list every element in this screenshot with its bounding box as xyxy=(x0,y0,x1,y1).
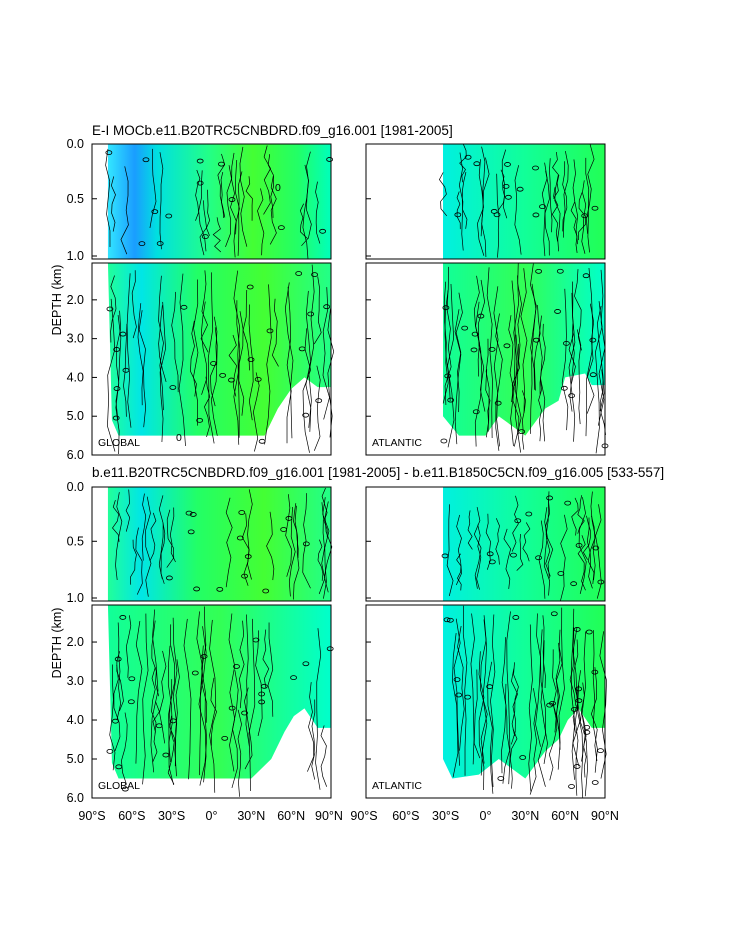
figure-2-atlantic-region-label: ATLANTIC xyxy=(372,780,422,792)
figure-2-atlantic-upper-panel xyxy=(365,486,606,602)
figure-1-global-region-label: GLOBAL xyxy=(98,437,140,449)
x-tick-label-atlantic: 90°N xyxy=(591,809,619,823)
figure-1-y-tick-label-upper: 1.0 xyxy=(67,249,84,263)
figure-2-y-tick-label-lower: 6.0 xyxy=(67,791,84,805)
x-tick-label-global: 30°S xyxy=(158,809,185,823)
figure-1-global-upper-contour-lines xyxy=(105,145,321,259)
figure-2-atlantic-lower-panel xyxy=(365,604,607,799)
figure-2-atlantic-lower-frame xyxy=(365,604,606,799)
axis-ticks: 0.0 0.5 1.0 2.0 3.0 4.0 5.0 6.0 0.0 0.5 1.0 2.0 3.0 4… xyxy=(67,137,371,805)
figure-1-atlantic-lower-panel xyxy=(365,262,609,456)
figure-2-y-tick-label-upper: 0.5 xyxy=(67,534,84,548)
figure-1-atlantic-lower-contour-ovals xyxy=(440,268,609,449)
figure-2-y-tick-label-upper: 1.0 xyxy=(67,591,84,605)
figure-1-atlantic-region-label: ATLANTIC xyxy=(372,437,422,449)
figure-2-y-tick-label-lower: 5.0 xyxy=(67,752,84,766)
figure-1-title: E-I MOCb.e11.B20TRC5CNBDRD.f09_g16.001 [… xyxy=(92,123,453,138)
figure-1-atlantic-lower-contour-lines xyxy=(442,263,606,454)
figure-1-atlantic-upper-contour-ovals xyxy=(454,154,599,219)
figure-1-global-lower-contour-lines xyxy=(107,264,335,454)
figure-1-y-tick-label-upper: 0.5 xyxy=(67,192,84,206)
figure-2-y-tick-label-lower: 2.0 xyxy=(67,635,84,649)
figure-1-atlantic-lower-frame xyxy=(365,262,606,456)
figure-1-y-tick-label-lower: 2.0 xyxy=(67,293,84,307)
x-tick-label-atlantic: 60°N xyxy=(551,809,579,823)
figure-2-atlantic-lower-contour-ovals xyxy=(443,611,604,789)
figure-1-y-tick-label-lower: 6.0 xyxy=(67,448,84,462)
figure-2-global-lower-contour-lines xyxy=(109,606,328,797)
figure-2-atlantic-upper-frame xyxy=(365,486,606,602)
figure-2-y-tick-label-upper: 0.0 xyxy=(67,480,84,494)
figure-1-contour-zero-label-1: 0 xyxy=(176,432,182,444)
figure-1-atlantic-upper-contour-fill xyxy=(443,144,605,259)
figure-2-global-upper-contour-fill xyxy=(107,487,331,601)
x-tick-labels: 90°S 60°S 30°S 0° 30°N 60°N 90°N 60°S 30°S 0° 30°N… xyxy=(78,809,619,823)
figure-2-atlantic-lower-contour-fill xyxy=(443,605,605,779)
figure-1-global-lower-panel: 0 xyxy=(91,262,335,456)
figure-1-global-upper-frame xyxy=(91,143,332,260)
figure-1-atlantic-upper-frame xyxy=(365,143,606,260)
x-tick-label-atlantic: 0° xyxy=(480,809,492,823)
figure-2-title: b.e11.B20TRC5CNBDRD.f09_g16.001 [1981-20… xyxy=(92,465,664,480)
figure-1-global-upper-contour-ovals xyxy=(105,150,334,247)
figure-2-global-upper-frame xyxy=(91,486,332,602)
x-tick-label-global: 60°N xyxy=(277,809,305,823)
figure-2-global-lower-panel xyxy=(91,604,334,799)
figure-1-atlantic-upper-contour-lines xyxy=(438,143,595,258)
figure-2-global-lower-contour-ovals xyxy=(106,615,334,792)
figure-2-y-tick-label-lower: 4.0 xyxy=(67,713,84,727)
figure-1-y-axis-label: DEPTH (km) xyxy=(50,265,64,336)
figure-2-y-axis-label: DEPTH (km) xyxy=(50,608,64,679)
x-tick-label-atlantic: 30°N xyxy=(511,809,539,823)
figure-2-global-region-label: GLOBAL xyxy=(98,780,140,792)
figure-2-atlantic-lower-contour-lines xyxy=(452,605,607,798)
figure-1-y-tick-label-upper: 0.0 xyxy=(67,137,84,151)
x-tick-label-atlantic: 30°S xyxy=(432,809,459,823)
x-tick-label-global: 90°N xyxy=(315,809,343,823)
x-tick-label-atlantic: 90°S xyxy=(350,809,377,823)
figure-1-global-upper-panel: 0 xyxy=(91,143,334,260)
figure-1-y-tick-label-lower: 4.0 xyxy=(67,370,84,384)
figure-1-contour-zero-label-2: 0 xyxy=(275,182,281,194)
figure-1-global-lower-frame xyxy=(91,262,332,456)
figure-2-global-upper-contour-ovals xyxy=(165,510,310,594)
x-tick-label-global: 30°N xyxy=(237,809,265,823)
x-tick-label-global: 60°S xyxy=(118,809,145,823)
x-tick-label-global: 90°S xyxy=(78,809,105,823)
x-tick-label-atlantic: 60°S xyxy=(392,809,419,823)
figure-1-atlantic-upper-panel xyxy=(365,143,606,260)
figure-2-global-upper-panel xyxy=(91,486,333,602)
figure-1-y-tick-label-lower: 3.0 xyxy=(67,332,84,346)
figure-1-y-tick-label-lower: 5.0 xyxy=(67,409,84,423)
figure-1-global-lower-contour-ovals xyxy=(106,271,331,444)
figure-2-y-tick-label-lower: 3.0 xyxy=(67,674,84,688)
figure-2-atlantic-upper-contour-ovals xyxy=(441,495,605,587)
figure-1-global-lower-contour-fill xyxy=(107,263,331,436)
figure-2-global-lower-frame xyxy=(91,604,332,799)
figure-2-global-upper-contour-lines xyxy=(112,487,333,600)
x-tick-label-global: 0° xyxy=(206,809,218,823)
